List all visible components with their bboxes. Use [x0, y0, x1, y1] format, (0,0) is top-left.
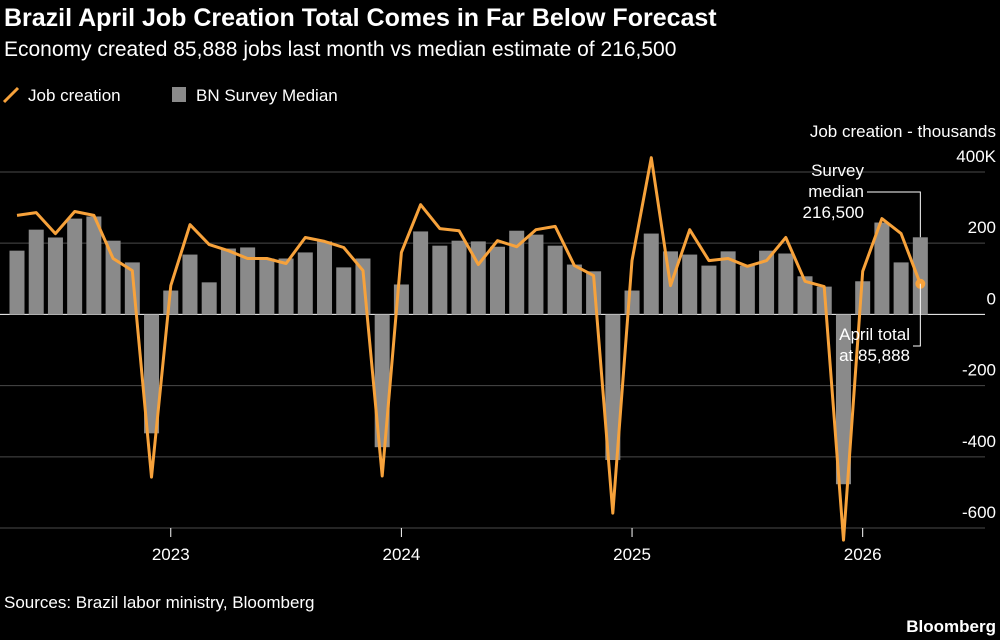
bar	[682, 254, 698, 315]
line	[16, 156, 922, 542]
bar	[432, 245, 448, 315]
y-tick-label: 0	[987, 289, 996, 308]
bar	[374, 314, 390, 448]
chart-subtitle: Economy created 85,888 jobs last month v…	[4, 38, 676, 61]
bar	[509, 230, 525, 315]
y-tick-label: -600	[962, 503, 996, 522]
legend-swatch	[2, 86, 20, 104]
annotation-text: April total	[839, 325, 910, 344]
x-tick-label: 2025	[613, 545, 651, 564]
bar	[278, 258, 294, 315]
bar	[86, 216, 102, 315]
brand: Bloomberg	[906, 617, 996, 636]
annotation-leader	[913, 283, 921, 347]
bar	[28, 229, 44, 315]
bar	[355, 258, 371, 315]
bar	[528, 234, 544, 315]
bar	[797, 276, 813, 315]
bar	[259, 258, 275, 315]
bar	[605, 314, 621, 461]
x-tick-label: 2026	[844, 545, 882, 564]
source: Sources: Brazil labor ministry, Bloomber…	[4, 593, 315, 612]
annotation-text: at 85,888	[839, 346, 910, 365]
bar	[701, 265, 717, 315]
y-tick-label: 400K	[956, 147, 996, 166]
legend-label: Job creation	[28, 86, 121, 105]
annotation-text: median	[808, 182, 864, 201]
x-tick-label: 2023	[152, 545, 190, 564]
y-tick-label: -200	[962, 361, 996, 380]
bar	[451, 240, 467, 315]
bar	[643, 233, 659, 315]
bar	[317, 241, 333, 315]
bar	[297, 252, 313, 315]
bar	[240, 247, 256, 315]
annotation-text: Survey	[811, 161, 864, 180]
y-tick-label: -400	[962, 432, 996, 451]
bar	[547, 245, 563, 315]
x-tick-label: 2024	[382, 545, 420, 564]
bar	[739, 265, 755, 315]
bar	[566, 264, 582, 315]
bar	[912, 237, 928, 315]
y-tick-label: 200	[968, 218, 996, 237]
bar	[778, 253, 794, 315]
bar	[9, 250, 25, 315]
bar	[720, 251, 736, 315]
bar	[759, 250, 775, 315]
legend-label: BN Survey Median	[196, 86, 338, 105]
bar	[144, 314, 160, 434]
y-axis-label: Job creation - thousands	[810, 122, 996, 141]
bar	[835, 314, 851, 485]
annotation-text: 216,500	[803, 203, 864, 222]
legend-swatch	[172, 87, 186, 102]
bar	[893, 262, 909, 315]
bar	[182, 254, 198, 315]
bar	[47, 237, 63, 315]
bar	[201, 282, 217, 315]
bar	[105, 240, 121, 315]
annotation-leader	[867, 191, 921, 238]
bar	[67, 218, 83, 315]
bar	[490, 246, 505, 315]
bar	[336, 267, 352, 315]
chart-title: Brazil April Job Creation Total Comes in…	[4, 4, 717, 32]
bar	[220, 248, 236, 315]
bar	[874, 222, 890, 315]
bar	[413, 231, 429, 315]
